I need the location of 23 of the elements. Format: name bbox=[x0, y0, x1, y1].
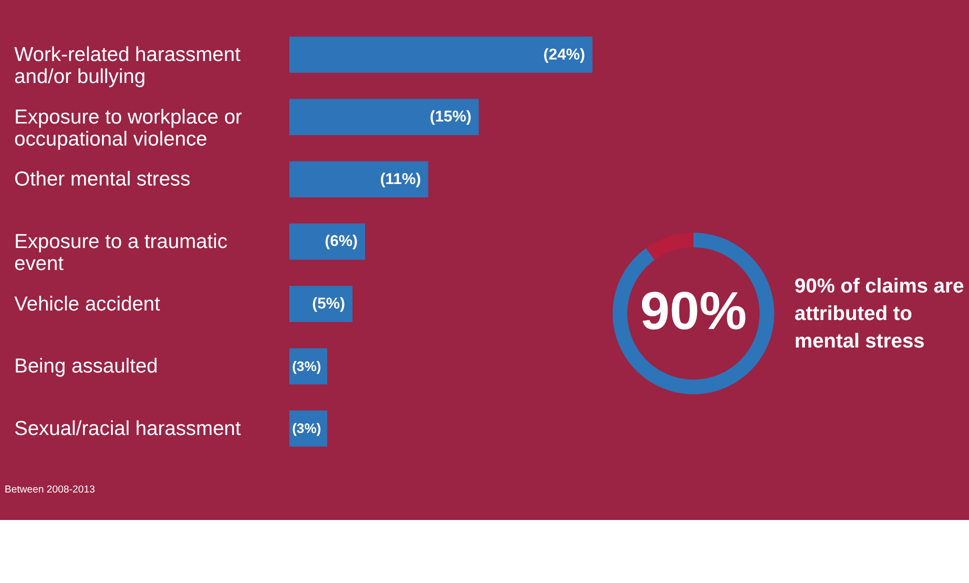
data-label: (6%) bbox=[324, 233, 358, 250]
data-label: 90% bbox=[640, 282, 747, 342]
y-tick-label: Being assaulted bbox=[14, 356, 158, 378]
y-tick-label: Vehicle accident bbox=[14, 293, 161, 316]
data-label: (3%) bbox=[292, 358, 322, 374]
data-label: (15%) bbox=[430, 108, 472, 126]
data-label: (11%) bbox=[380, 170, 421, 188]
y-tick-label: Sexual/racial harassment bbox=[14, 418, 242, 440]
data-label: (24%) bbox=[543, 46, 586, 64]
donut-slice bbox=[612, 232, 774, 394]
y-tick-label: Exposure to a traumatic event bbox=[14, 231, 228, 276]
data-label: (3%) bbox=[292, 421, 322, 436]
y-tick-label: Exposure to workplace or occupational violence bbox=[14, 106, 242, 150]
donut-slice bbox=[646, 232, 694, 260]
data-label: (5%) bbox=[312, 296, 346, 313]
text: 90% of claims are attributed to mental stress bbox=[794, 275, 964, 352]
y-tick-label: Work-related harassment and/or bullying bbox=[14, 44, 241, 88]
y-tick-label: Other mental stress bbox=[14, 168, 190, 191]
text: Between 2008-2013 bbox=[4, 484, 96, 496]
bar bbox=[289, 36, 592, 73]
bar bbox=[289, 224, 366, 260]
bar bbox=[289, 161, 428, 198]
bar bbox=[289, 98, 479, 136]
